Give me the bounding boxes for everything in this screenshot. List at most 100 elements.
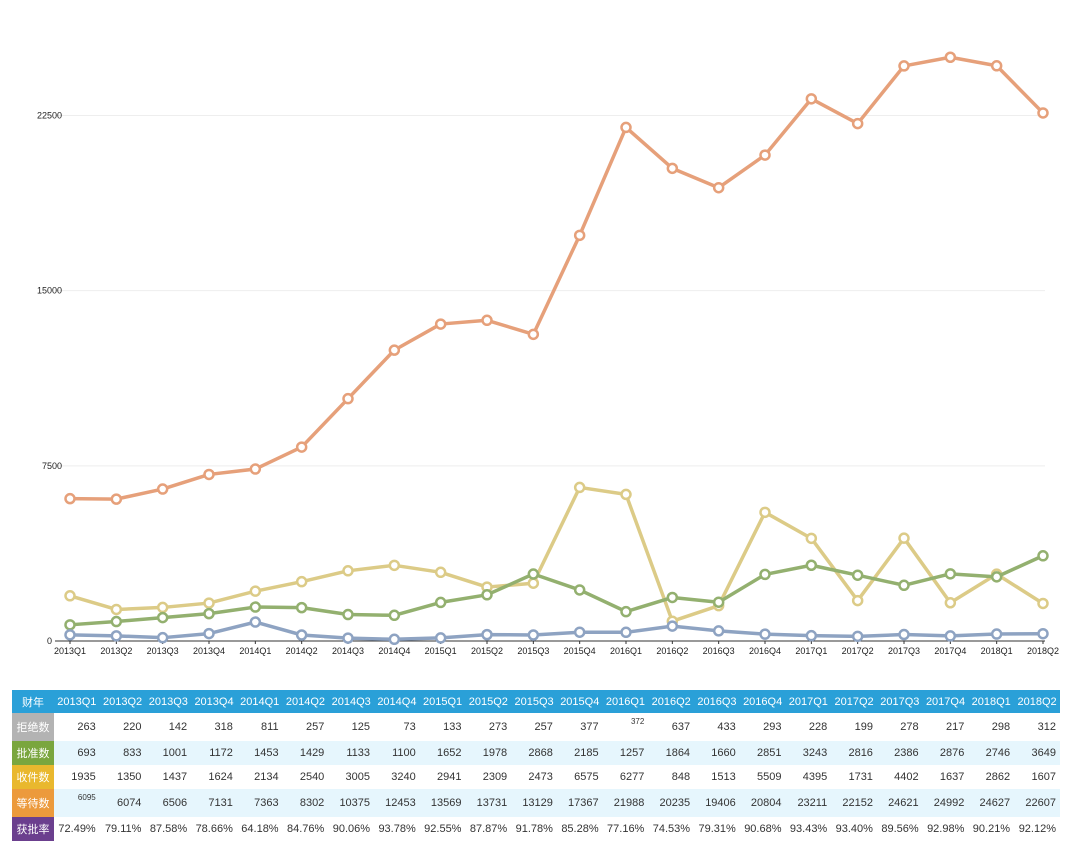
- x-tick-label: 2018Q2: [1027, 646, 1059, 656]
- data-point: [990, 60, 1003, 72]
- data-point: [342, 632, 354, 644]
- table-cell: 3243: [785, 741, 832, 765]
- data-point: [805, 559, 818, 572]
- data-point: [1037, 627, 1049, 640]
- table-cell: 77.16%: [607, 823, 645, 835]
- data-point: [388, 609, 401, 622]
- table-cell: 2309: [482, 771, 508, 783]
- table-row: 批准数 693 833 1001 1172 1453 1429 1133 1100 1652 197…: [12, 741, 1060, 765]
- data-point: [573, 584, 586, 596]
- table-cell: 1453: [236, 741, 283, 765]
- table-cell: 125: [351, 721, 371, 733]
- x-tick-label: 2014Q1: [239, 646, 271, 656]
- data-point: [388, 633, 401, 646]
- table-row: 获批率 72.49% 79.11% 87.58% 78.66% 64.18% 84.76% 9…: [12, 817, 1060, 841]
- row-label: 批准数: [12, 741, 54, 765]
- table-cell: 19406: [694, 789, 740, 817]
- table-cell: 5509: [757, 771, 782, 783]
- table-cell: 1350: [116, 771, 142, 783]
- data-point: [342, 392, 354, 405]
- data-point: [527, 629, 540, 641]
- header-cell: 2017Q4: [922, 690, 969, 713]
- table-cell: 217: [946, 721, 965, 733]
- data-point: [712, 181, 725, 194]
- header-cell: 财年: [12, 690, 54, 713]
- table-cell: 13129: [511, 789, 557, 817]
- series-1: [64, 481, 1049, 627]
- table-cell: 2851: [739, 741, 786, 765]
- table-cell: 4395: [802, 771, 828, 783]
- table-cell: 79.11%: [104, 823, 142, 835]
- table-cell: 6506: [145, 789, 192, 817]
- table-cell: 93.43%: [789, 823, 828, 835]
- data-point: [156, 483, 169, 495]
- data-point: [805, 532, 818, 545]
- data-point: [620, 488, 632, 501]
- table-row: 收件数 1935 1350 1437 1624 2134 2540 3005 3240 2941 2…: [12, 765, 1060, 789]
- table-cell: 2540: [299, 771, 325, 783]
- table-cell: 22607: [1014, 789, 1060, 817]
- table-cell: 1978: [465, 741, 512, 765]
- header-cell: 2013Q3: [145, 690, 192, 713]
- header-cell: 2018Q2: [1014, 690, 1060, 713]
- table-cell: 24992: [922, 789, 969, 817]
- data-point: [527, 577, 540, 589]
- data-point: [944, 597, 957, 609]
- header-cell: 2016Q4: [739, 690, 786, 713]
- data-point: [156, 601, 169, 614]
- data-point: [990, 628, 1003, 640]
- table-cell: 693: [54, 741, 100, 765]
- data-point: [203, 627, 215, 640]
- data-point: [851, 569, 864, 581]
- table-cell: 377: [580, 721, 599, 733]
- series-3: [64, 616, 1049, 646]
- data-point: [759, 149, 771, 161]
- table-cell: 79.31%: [698, 823, 736, 835]
- table-cell: 1864: [648, 741, 695, 765]
- x-tick-label: 2016Q3: [703, 646, 735, 656]
- table-cell: 1607: [1031, 771, 1056, 783]
- data-point: [1037, 550, 1049, 562]
- x-tick-label: 2018Q1: [981, 646, 1013, 656]
- table-cell: 1935: [71, 771, 96, 783]
- table-cell: 1731: [848, 771, 873, 783]
- x-tick-label: 2016Q4: [749, 646, 781, 656]
- x-tick-label: 2014Q2: [286, 646, 318, 656]
- table-cell: 78.66%: [195, 823, 233, 835]
- x-tick-label: 2016Q1: [610, 646, 642, 656]
- table-cell: 13731: [465, 789, 512, 817]
- table-cell: 85.28%: [561, 823, 599, 835]
- data-point: [64, 492, 76, 505]
- line-chart: 0 7500 15000 22500 2013Q1 2013Q2 2013Q3 2013Q4 2…: [37, 51, 1059, 656]
- data-point: [64, 619, 76, 631]
- data-point: [527, 328, 540, 341]
- data-table: 财年 2013Q1 2013Q2 2013Q3 2013Q4 2014Q1 2014Q2 20…: [12, 690, 1060, 841]
- table-cell: 273: [488, 721, 508, 733]
- x-tick-label: 2013Q1: [54, 646, 86, 656]
- data-point: [388, 344, 401, 356]
- x-tick-label: 2015Q3: [517, 646, 549, 656]
- data-point: [573, 229, 586, 242]
- series-line: [69, 620, 1044, 642]
- data-point: [666, 620, 679, 632]
- table-cell: 93.40%: [835, 823, 873, 835]
- header-cell: 2018Q1: [968, 690, 1015, 713]
- data-point: [620, 121, 632, 134]
- header-cell: 2015Q1: [419, 690, 466, 713]
- table-cell: 21988: [602, 789, 649, 817]
- series-2: [64, 550, 1049, 631]
- header-cell: 2014Q4: [374, 690, 420, 713]
- table-cell: 2876: [922, 741, 969, 765]
- data-point: [898, 628, 910, 641]
- row-label: 等待数: [12, 789, 54, 817]
- x-tick-label: 2016Q2: [656, 646, 688, 656]
- data-point: [249, 463, 262, 475]
- table-cell: 1660: [694, 741, 740, 765]
- series-line: [69, 554, 1044, 627]
- table-cell: 318: [214, 721, 233, 733]
- data-point: [573, 626, 586, 638]
- table-cell: 23211: [785, 789, 832, 817]
- header-cell: 2015Q4: [556, 690, 603, 713]
- data-point: [620, 626, 632, 639]
- table-cell: 20235: [648, 789, 695, 817]
